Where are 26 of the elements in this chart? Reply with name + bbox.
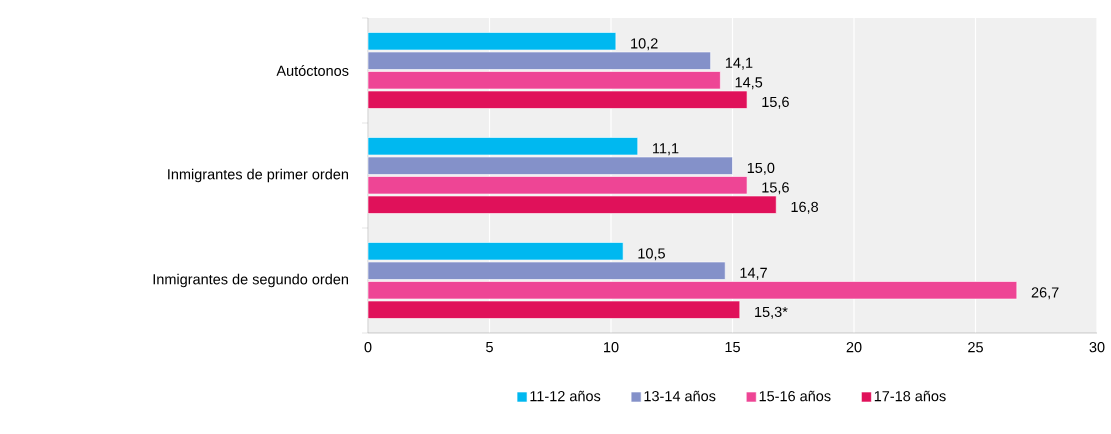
y-tick-label: Inmigrantes de primer orden bbox=[168, 168, 348, 183]
y-tick-label: Autóctonos bbox=[276, 65, 349, 76]
legend-label: 11-12 años bbox=[530, 390, 601, 402]
x-tick-label: 15 bbox=[725, 342, 740, 353]
data-label: 15,3* bbox=[755, 306, 788, 319]
y-tick-label: Inmigrantes de segundo orden bbox=[153, 273, 348, 288]
data-label: 10,5 bbox=[638, 248, 665, 261]
data-label: 26,7 bbox=[1031, 287, 1059, 300]
data-label: 15,0 bbox=[747, 162, 775, 175]
data-label: 14,5 bbox=[735, 77, 763, 90]
legend-label: 15-16 años bbox=[759, 390, 831, 402]
data-label: 15,6 bbox=[762, 182, 789, 195]
data-label: 10,2 bbox=[631, 38, 658, 51]
data-label: 11,1 bbox=[653, 143, 679, 156]
legend-label: 13-14 años bbox=[644, 390, 716, 402]
data-label: 14,7 bbox=[740, 267, 767, 280]
x-tick-label: 25 bbox=[968, 342, 983, 353]
legend-label: 17-18 años bbox=[874, 390, 946, 402]
data-label: 16,8 bbox=[791, 201, 819, 214]
x-tick-label: 20 bbox=[846, 342, 862, 353]
x-tick-label: 30 bbox=[1089, 342, 1105, 353]
data-label: 14,1 bbox=[725, 57, 753, 70]
x-tick-label: 10 bbox=[604, 342, 619, 353]
data-label: 15,6 bbox=[762, 96, 789, 109]
x-tick-label: 5 bbox=[486, 342, 493, 353]
x-tick-label: 0 bbox=[364, 342, 372, 353]
